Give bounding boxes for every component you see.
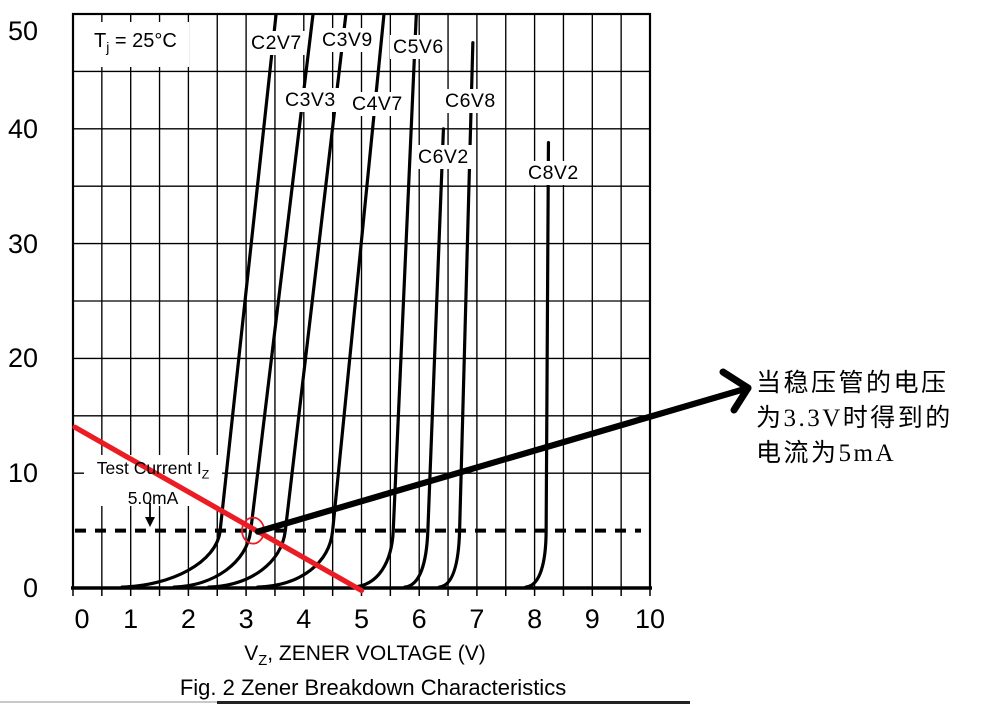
x-tick-label: 2 xyxy=(180,604,196,634)
zener-curve-C2V7 xyxy=(120,14,278,588)
figure-caption: Fig. 2 Zener Breakdown Characteristics xyxy=(179,675,567,700)
curve-label-C4V7: C4V7 xyxy=(349,92,406,116)
x-axis-title-sub: Z xyxy=(258,653,268,670)
callout-text: 当稳压管的电压 为3.3V时得到的 电流为5mA xyxy=(756,366,953,471)
test-current-sub: Z xyxy=(201,467,210,482)
temperature-note-base: T xyxy=(94,30,107,52)
y-tick-label: 0 xyxy=(22,573,38,603)
temperature-note: Tj = 25°C xyxy=(82,22,189,67)
arrowhead-upper-barb xyxy=(719,368,752,392)
curve-label-C3V3: C3V3 xyxy=(282,88,339,112)
zener-curve-C5V6 xyxy=(351,14,418,588)
curve-label-C3V9: C3V9 xyxy=(319,28,376,52)
x-tick-label: 5 xyxy=(353,604,370,634)
curve-label-C8V2: C8V2 xyxy=(525,161,582,185)
x-tick-label: 1 xyxy=(123,604,139,634)
test-current-value: 5.0mA xyxy=(127,487,179,508)
x-tick-label: 4 xyxy=(296,604,312,634)
zener-curve-C3V9 xyxy=(206,14,348,588)
x-tick-label: 0 xyxy=(74,604,90,634)
zener-curve-C4V7 xyxy=(256,14,386,588)
test-current-line1: Test Current IZ xyxy=(96,458,210,482)
test-current-pointer-arrow xyxy=(145,503,155,527)
bottom-separator-dark xyxy=(217,701,690,704)
x-axis-minor-ticks xyxy=(72,588,651,596)
x-tick-label: 10 xyxy=(634,604,666,634)
zener-curve-C3V3 xyxy=(172,14,315,588)
y-tick-label: 10 xyxy=(7,458,38,489)
test-current-label: Test Current IZ 5.0mA xyxy=(84,457,222,510)
curve-label-C2V7: C2V7 xyxy=(248,31,305,55)
y-tick-label: 20 xyxy=(7,343,38,374)
zener-curve-C6V2 xyxy=(403,127,446,588)
temperature-note-rest: = 25°C xyxy=(109,30,177,52)
arrowhead-lower-barb xyxy=(730,384,752,414)
x-axis-title-rest: , ZENER VOLTAGE (V) xyxy=(267,642,486,665)
zener-curve-C8V2 xyxy=(524,140,551,588)
curve-label-C6V8: C6V8 xyxy=(442,89,499,113)
curve-label-C5V6: C5V6 xyxy=(390,35,447,59)
callout-line: 当稳压管的电压 xyxy=(756,370,949,397)
zener-curve-C6V8 xyxy=(437,41,475,588)
x-tick-label: 8 xyxy=(527,604,543,634)
callout-line: 电流为5mA xyxy=(756,440,897,467)
x-tick-label: 9 xyxy=(584,604,600,634)
y-tick-label: 30 xyxy=(7,228,38,259)
temperature-note-sub: j xyxy=(106,39,110,55)
y-tick-label: 50 xyxy=(7,16,38,46)
x-axis-title: VZ, ZENER VOLTAGE (V) xyxy=(155,642,575,673)
curve-label-C6V2: C6V2 xyxy=(415,145,472,169)
x-tick-label: 6 xyxy=(411,604,427,634)
load-line xyxy=(72,424,365,594)
x-axis-title-base: V xyxy=(244,642,259,665)
x-tick-label: 7 xyxy=(469,604,485,634)
annotation-arrow xyxy=(254,368,752,535)
y-tick-label: 40 xyxy=(7,113,38,144)
callout-line: 为3.3V时得到的 xyxy=(756,405,953,432)
x-tick-label: 3 xyxy=(238,604,254,634)
bottom-separator-gray xyxy=(0,701,217,703)
